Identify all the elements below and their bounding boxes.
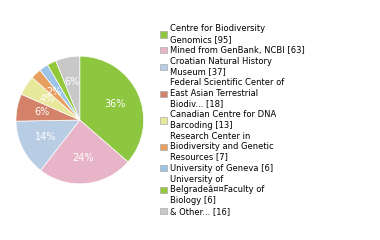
Text: 24%: 24% — [73, 153, 94, 163]
Wedge shape — [21, 78, 80, 120]
Wedge shape — [48, 61, 80, 120]
Wedge shape — [32, 70, 80, 120]
Text: 36%: 36% — [104, 99, 125, 109]
Wedge shape — [41, 120, 128, 184]
Wedge shape — [80, 56, 144, 162]
Text: 4%: 4% — [40, 94, 55, 104]
Wedge shape — [16, 94, 80, 121]
Legend: Centre for Biodiversity
Genomics [95], Mined from GenBank, NCBI [63], Croatian N: Centre for Biodiversity Genomics [95], M… — [160, 24, 305, 216]
Wedge shape — [56, 56, 80, 120]
Text: 2%: 2% — [46, 87, 61, 97]
Wedge shape — [16, 120, 80, 170]
Text: 6%: 6% — [35, 108, 50, 117]
Text: 6%: 6% — [65, 78, 80, 87]
Wedge shape — [40, 65, 80, 120]
Text: 14%: 14% — [35, 132, 56, 142]
